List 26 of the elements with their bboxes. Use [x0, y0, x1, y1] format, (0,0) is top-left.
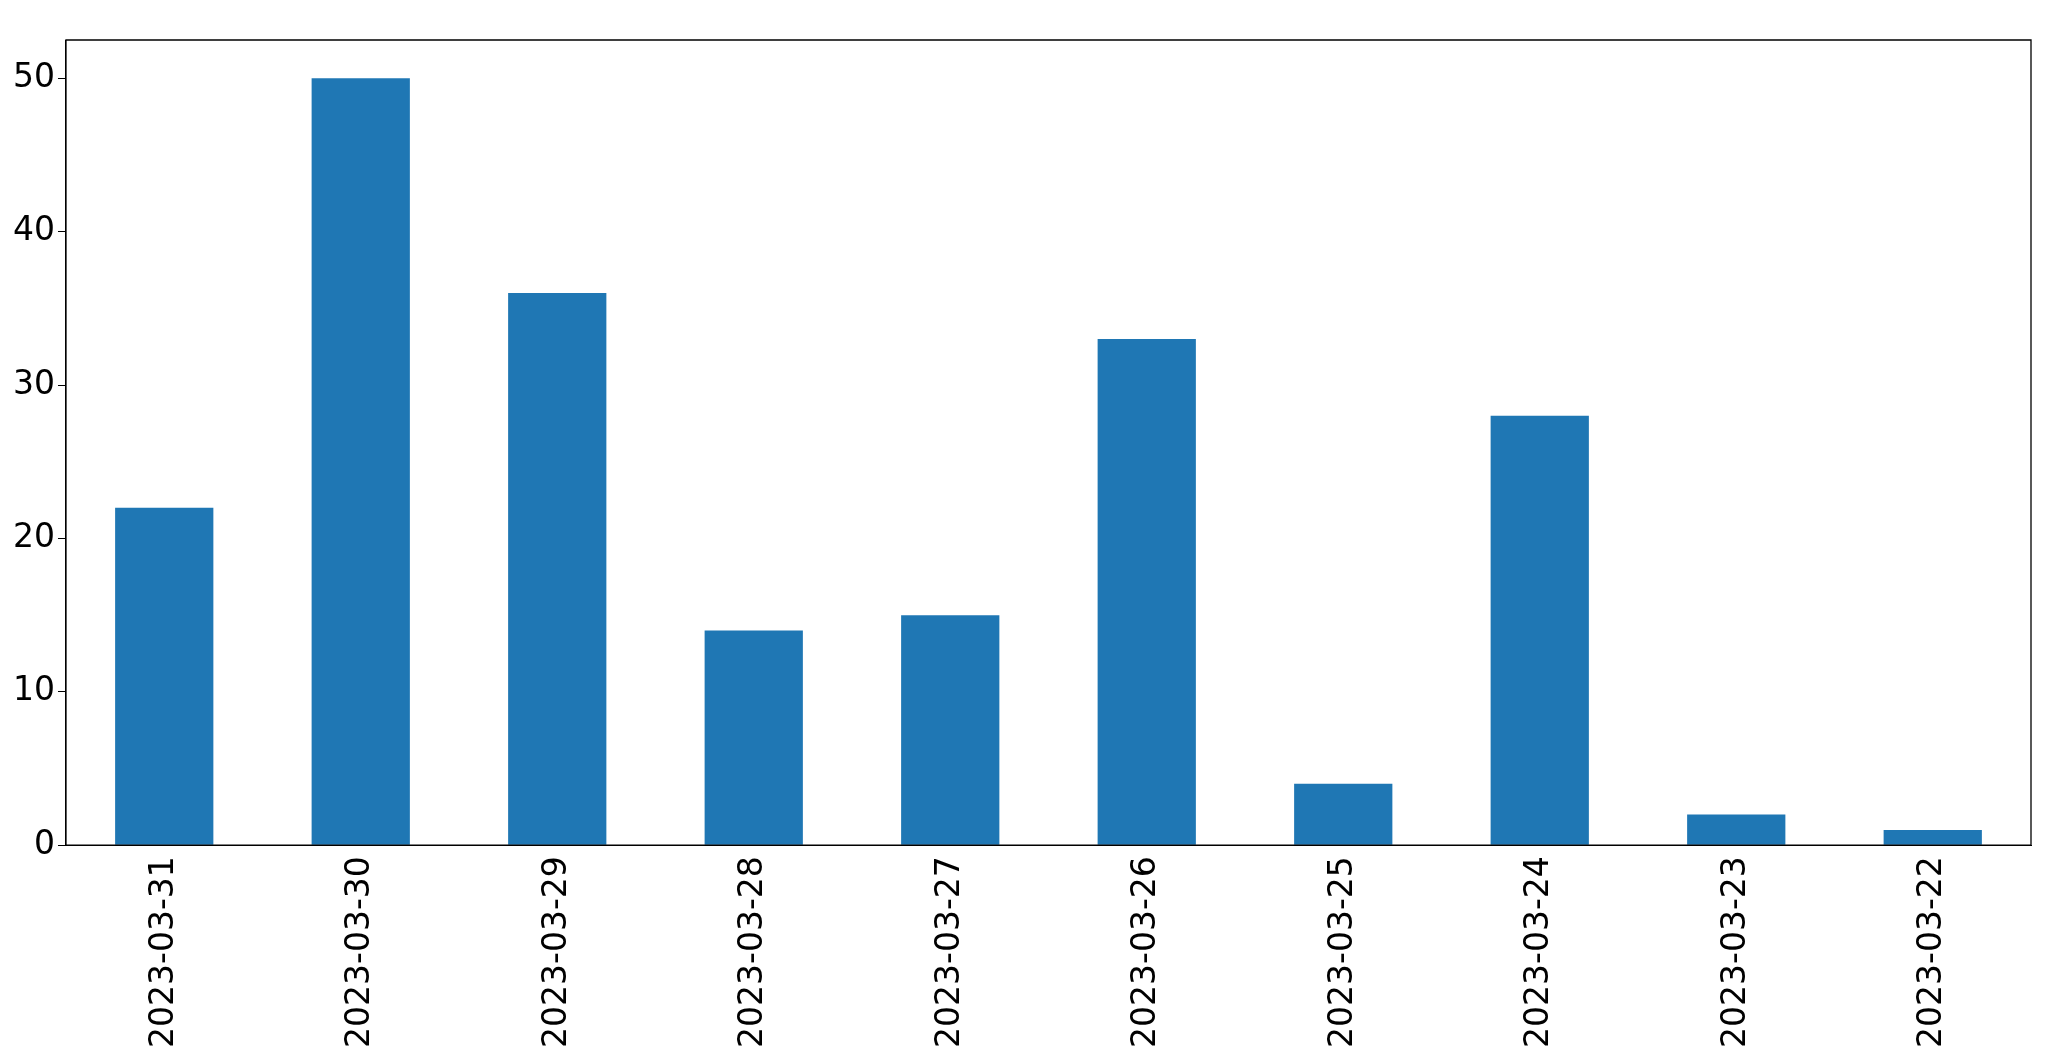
y-tick-label: 30: [12, 362, 55, 402]
x-tick-label: 2023-03-22: [1910, 856, 1950, 1048]
bar: [1490, 415, 1589, 845]
y-tick-label: 20: [12, 516, 55, 556]
bar: [704, 630, 803, 845]
y-tick-label: 50: [12, 55, 55, 95]
x-tick-label: 2023-03-31: [141, 856, 181, 1048]
bar: [115, 507, 214, 845]
bar: [901, 615, 1000, 845]
y-tick-label: 0: [33, 822, 55, 862]
x-tick-label: 2023-03-29: [534, 856, 574, 1048]
bar: [1687, 814, 1786, 845]
x-tick-label: 2023-03-28: [731, 856, 771, 1048]
y-tick-label: 40: [12, 209, 55, 249]
x-tick-label: 2023-03-25: [1320, 856, 1360, 1048]
bar: [1883, 829, 1982, 845]
y-tick-label: 10: [12, 669, 55, 709]
x-tick-label: 2023-03-30: [338, 856, 378, 1048]
x-tick-label: 2023-03-24: [1517, 856, 1557, 1048]
bar: [1097, 339, 1196, 845]
bar: [508, 293, 607, 845]
bar: [311, 78, 410, 845]
x-tick-label: 2023-03-23: [1713, 856, 1753, 1048]
x-tick-label: 2023-03-26: [1124, 856, 1164, 1048]
x-tick-label: 2023-03-27: [927, 856, 967, 1048]
bar: [1294, 783, 1393, 845]
